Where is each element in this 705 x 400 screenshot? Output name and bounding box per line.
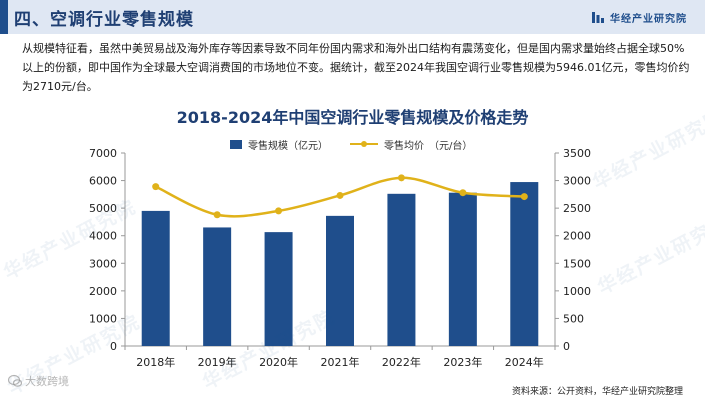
y-right-tick-label: 3000 [563,175,591,188]
y-left-tick-label: 4000 [89,230,117,243]
price-point-2018年 [152,183,160,191]
x-tick-label: 2024年 [505,355,544,369]
source-note: 资料来源：公开资料，华经产业研究院整理 [511,387,683,397]
price-point-2022年 [397,174,405,182]
legend-line-label: 零售均价 （元/台） [384,140,473,152]
brand-name: 华经产业研究院 [610,13,687,25]
price-point-2023年 [459,189,467,197]
brand-logo-icon [592,11,604,23]
price-point-2019年 [213,211,221,219]
y-left-tick-label: 5000 [89,202,117,215]
y-right-tick-label: 0 [563,340,570,353]
bar-2023年 [448,192,477,346]
y-left-tick-label: 2000 [89,285,117,298]
y-right-tick-label: 1000 [563,285,591,298]
legend-line-swatch [350,141,378,147]
chat-bubble-icon [8,374,22,387]
legend-item-line: 零售均价 （元/台） [350,137,472,152]
x-tick-label: 2018年 [136,355,175,369]
x-tick-label: 2020年 [259,355,298,369]
y-left-tick-label: 1000 [89,312,117,325]
x-tick-label: 2021年 [321,355,360,369]
y-left-tick-label: 7000 [89,147,117,160]
summary-paragraph: 从规模特征看，虽然中美贸易战及海外库存等因素导致不同年份国内需求和海外出口结构有… [22,42,690,93]
y-right-tick-label: 2000 [563,230,591,243]
brand: 华经产业研究院 [592,10,687,25]
y-left-tick-label: 6000 [89,175,117,188]
y-right-tick-label: 2500 [563,202,591,215]
legend-bar-swatch [230,139,242,149]
y-left-tick-label: 0 [110,340,117,353]
price-point-2020年 [275,207,283,215]
price-point-2024年 [520,193,528,201]
y-right-tick-label: 3500 [563,147,591,160]
y-right-tick-label: 500 [563,312,584,325]
bar-2021年 [326,215,354,346]
y-right-tick-label: 1500 [563,257,591,270]
x-tick-label: 2023年 [443,355,482,369]
bar-2018年 [141,210,170,346]
header-accent-bar [0,0,8,34]
price-point-2021年 [336,191,344,199]
bar-2019年 [203,227,232,346]
x-tick-label: 2022年 [382,355,421,369]
chart-legend: 零售规模（亿元） 零售均价 （元/台） [230,136,472,152]
bar-2020年 [264,232,293,346]
bar-2022年 [387,193,416,346]
social-handle-text: 大数跨境 [25,375,69,388]
legend-bar-label: 零售规模（亿元） [248,140,328,152]
page-title: 四、空调行业零售规模 [14,10,194,30]
social-handle: 大数跨境 [8,373,69,389]
x-tick-label: 2019年 [198,355,237,369]
page-header: 四、空调行业零售规模 华经产业研究院 [0,0,705,34]
legend-item-bar: 零售规模（亿元） [230,137,328,152]
bar-2024年 [510,182,539,346]
y-left-tick-label: 3000 [89,257,117,270]
chart-title: 2018-2024年中国空调行业零售规模及价格走势 [176,108,529,127]
